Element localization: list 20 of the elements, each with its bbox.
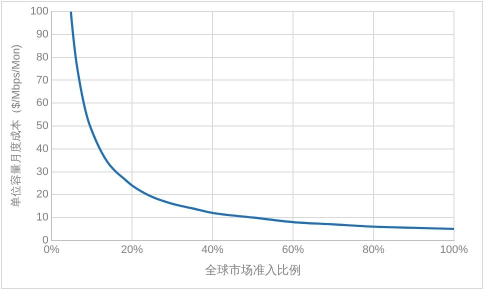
x-tick-label: 60% (282, 244, 304, 256)
y-tick-label: 10 (36, 212, 49, 224)
y-tick-label: 40 (36, 142, 49, 155)
x-tick-label: 20% (121, 244, 144, 256)
line-series (70, 12, 454, 230)
y-tick-label: 70 (36, 74, 49, 86)
x-tick-label: 40% (202, 244, 224, 256)
y-tick-label: 80 (36, 51, 49, 64)
x-tick-label: 100% (440, 244, 468, 256)
y-axis-title: 单位容量月度成本（$/Mbps/Mon) (10, 44, 23, 208)
y-tick-label: 100 (30, 6, 49, 18)
y-tick-label: 90 (36, 28, 49, 41)
y-tick-label: 60 (36, 97, 49, 110)
y-tick-label: 20 (36, 188, 49, 201)
y-tick-label: 50 (36, 120, 49, 132)
y-tick-label: 0 (42, 234, 49, 246)
x-axis-title: 全球市场准入比例 (204, 263, 301, 278)
x-tick-label: 80% (362, 244, 385, 256)
y-tick-label: 30 (36, 166, 49, 178)
x-tick-label: 0% (44, 244, 60, 256)
